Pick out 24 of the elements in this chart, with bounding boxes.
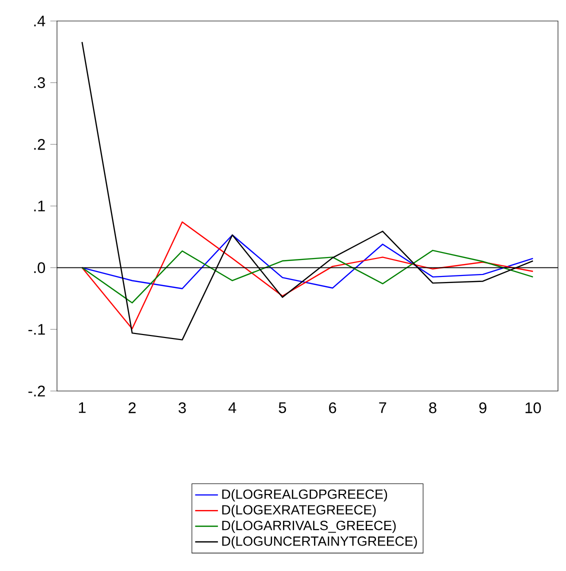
line-series [81, 234, 534, 290]
y-tick-label: -.1 [28, 324, 45, 335]
y-tick-label: .1 [34, 200, 45, 212]
line-series [81, 221, 534, 330]
x-tick-label: 10 [526, 402, 541, 414]
legend-label: D(LOGREALGDPGREECE) [222, 489, 388, 502]
y-tick-label: .0 [34, 262, 46, 274]
legend-label: D(LOGARRIVALS_GREECE) [222, 520, 396, 533]
legend-label: D(LOGEXRATEGREECE) [222, 504, 376, 518]
x-tick-label: 4 [228, 402, 236, 413]
x-tick-label: 3 [178, 402, 186, 414]
y-tick-label: -.2 [28, 386, 45, 396]
y-tick-label: .2 [34, 138, 45, 150]
x-tick-label: 8 [429, 402, 436, 414]
y-tick-label: .3 [34, 77, 45, 88]
legend-label: D(LOGUNCERTAINYTGREECE) [222, 536, 417, 549]
x-tick-label: 2 [128, 402, 136, 414]
y-tick-label: .4 [34, 16, 46, 26]
line-series [81, 250, 534, 304]
x-tick-label: 9 [479, 402, 486, 414]
x-tick-label: 6 [329, 402, 336, 414]
x-tick-label: 7 [379, 402, 386, 413]
x-tick-label: 5 [278, 402, 286, 414]
x-tick-label: 1 [78, 402, 86, 413]
